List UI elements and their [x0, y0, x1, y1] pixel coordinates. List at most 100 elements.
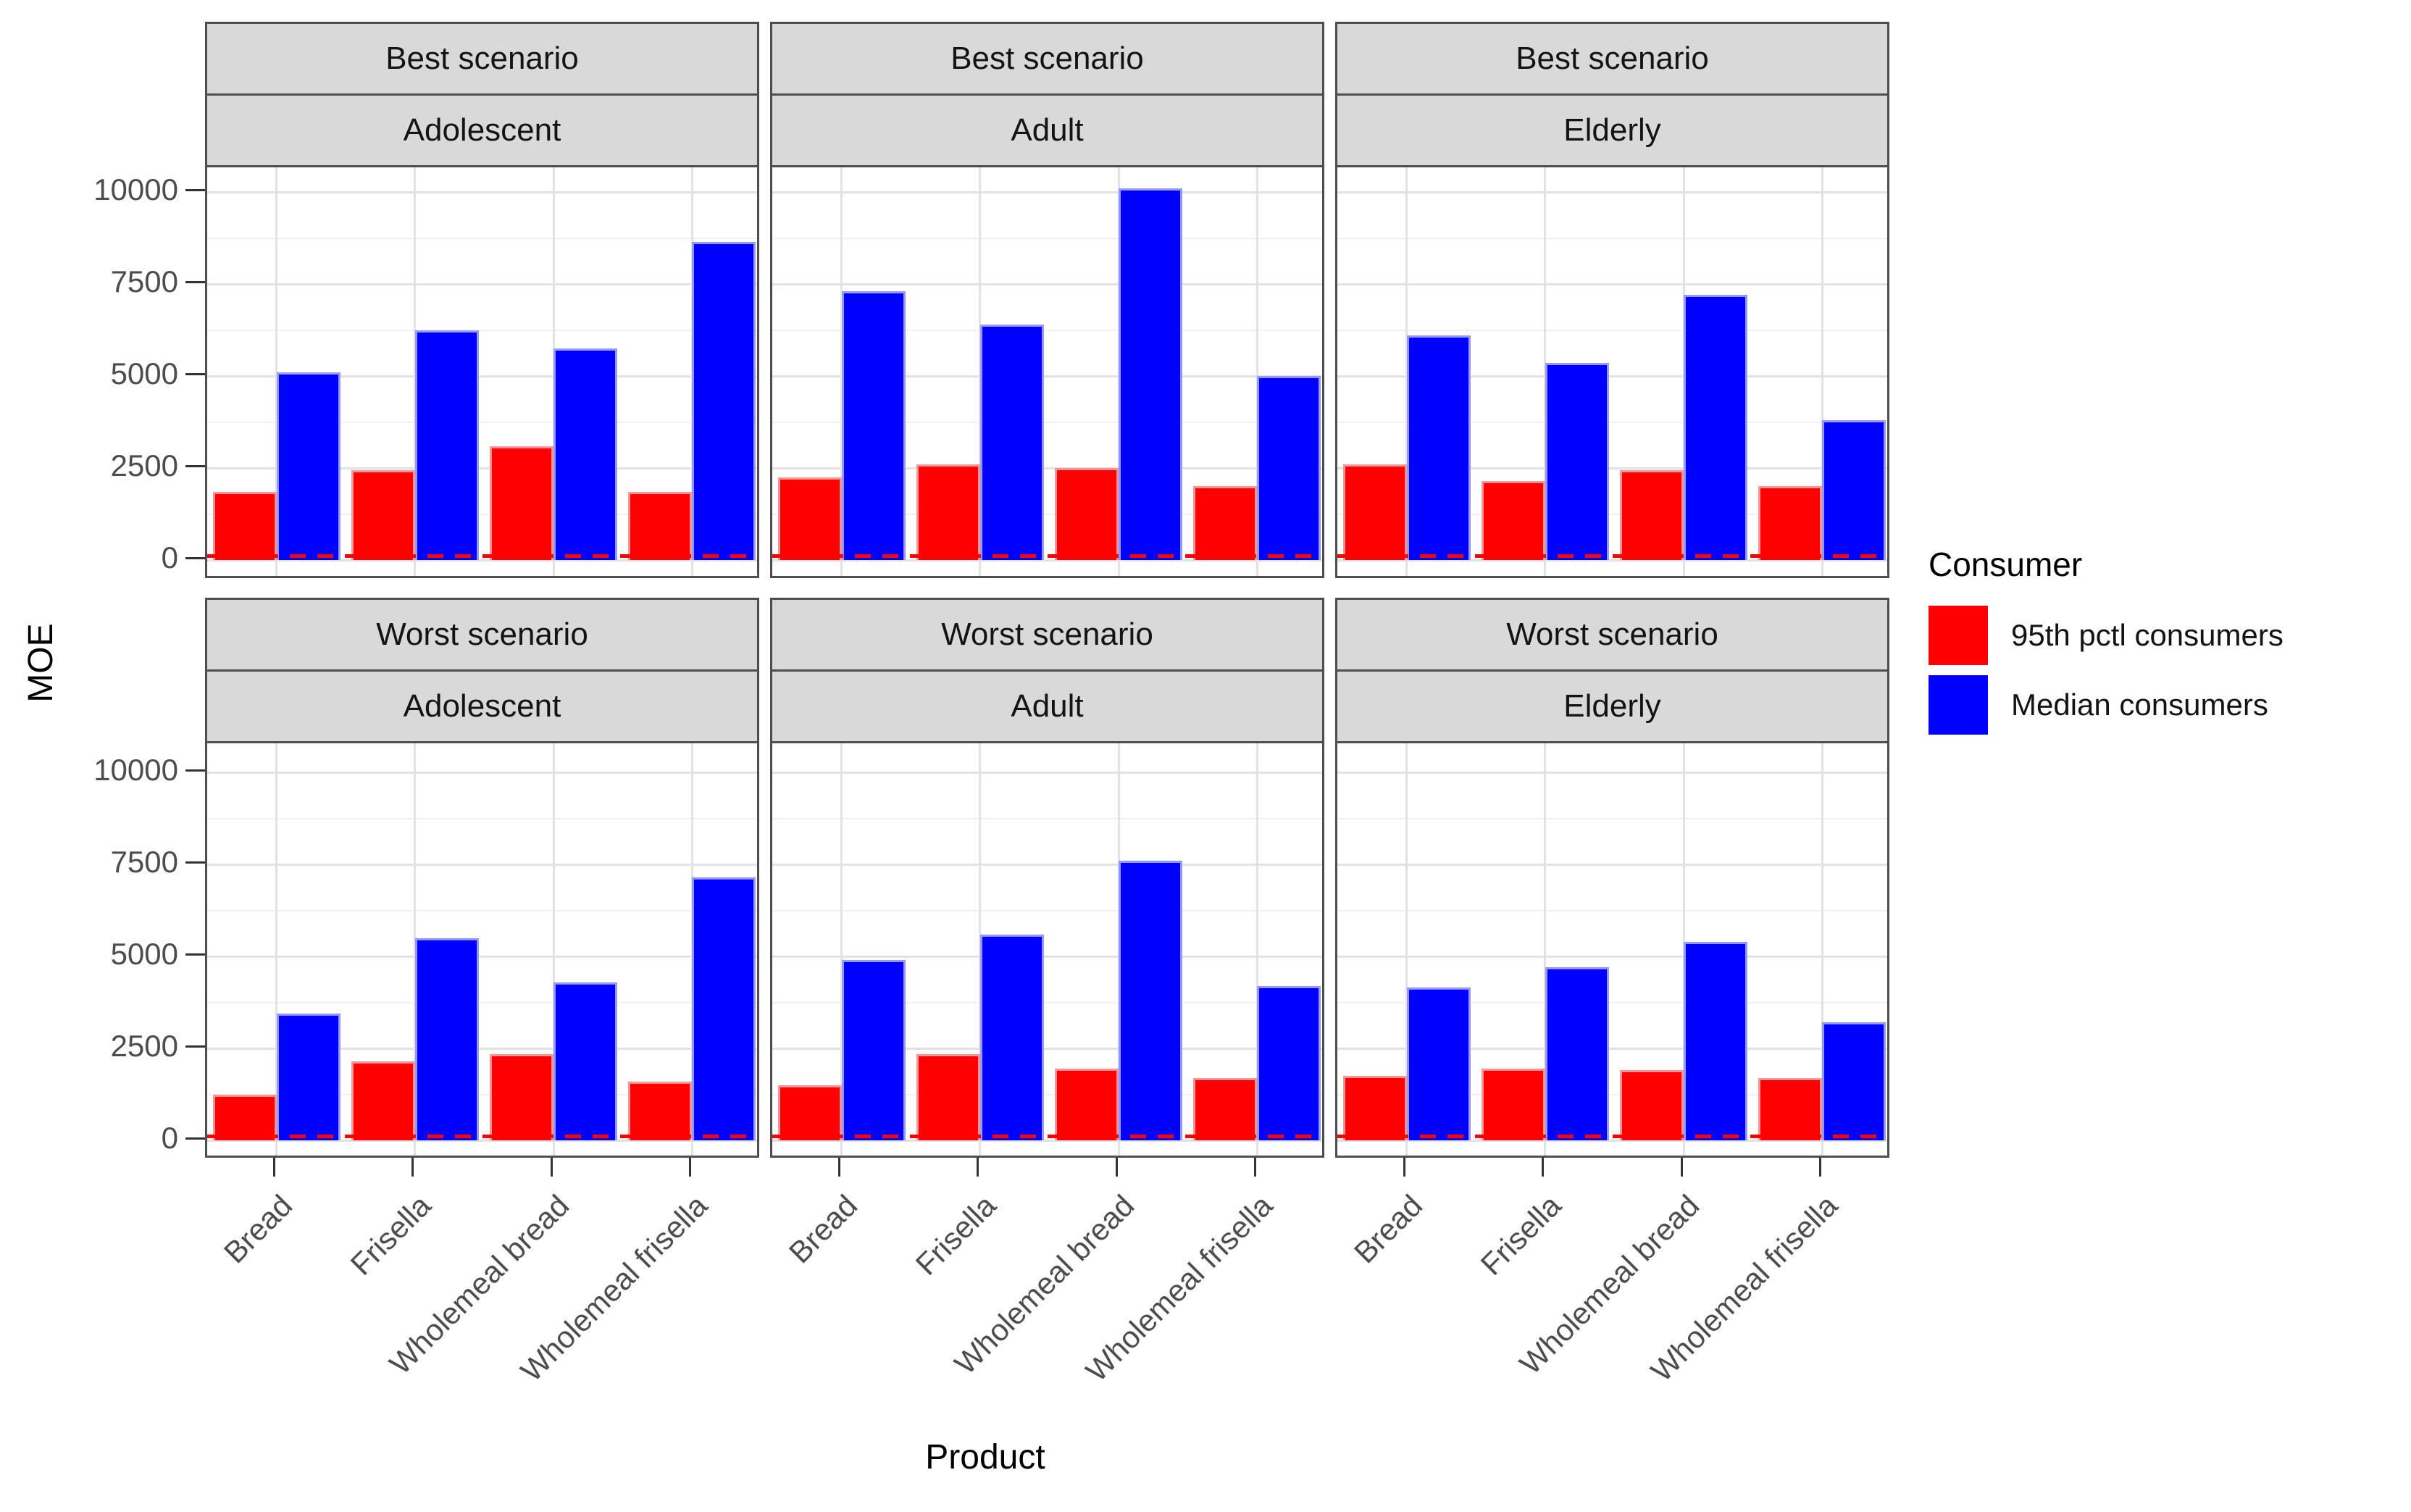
legend-title: Consumer [1929, 546, 2083, 583]
major-gridline [772, 1139, 1322, 1142]
x-axis-tick [1542, 1158, 1545, 1177]
x-axis-tick-label: Frisella [343, 1188, 438, 1282]
y-axis-tick-label: 2500 [110, 448, 178, 483]
bar-median-consumers [1119, 188, 1183, 560]
vertical-gridline [275, 167, 278, 576]
facet-strip-group: Adolescent [205, 93, 759, 167]
facet-strip-scenario: Worst scenario [770, 598, 1324, 672]
minor-gridline [772, 817, 1322, 819]
y-axis-tick-label: 10000 [93, 172, 178, 206]
y-axis-tick-label: 0 [161, 1121, 178, 1155]
facet-strip-scenario: Worst scenario [1335, 598, 1889, 672]
minor-gridline [1337, 237, 1887, 239]
reference-line [772, 1135, 1322, 1139]
facet-strip-group: Elderly [1335, 669, 1889, 743]
major-gridline [1337, 559, 1887, 561]
minor-gridline [207, 421, 757, 423]
y-axis-title: MOE [22, 623, 60, 703]
y-axis-tick [185, 464, 205, 467]
vertical-gridline [275, 743, 278, 1156]
major-gridline [1337, 1047, 1887, 1050]
bar-95th-pctl-consumers [628, 1081, 693, 1140]
x-axis-tick [411, 1158, 414, 1177]
x-axis-tick [550, 1158, 553, 1177]
minor-gridline [207, 513, 757, 515]
bar-95th-pctl-consumers [916, 1053, 980, 1140]
bar-median-consumers [1406, 335, 1471, 560]
minor-gridline [1337, 1001, 1887, 1003]
bar-95th-pctl-consumers [490, 446, 554, 560]
facet-strip-scenario: Best scenario [1335, 22, 1889, 96]
bar-median-consumers [1822, 419, 1886, 560]
vertical-gridline [1405, 743, 1408, 1156]
bar-median-consumers [979, 324, 1044, 560]
vertical-gridline [840, 743, 843, 1156]
legend-item-label: 95th pctl consumers [2011, 618, 2283, 652]
major-gridline [772, 863, 1322, 866]
major-gridline [207, 375, 757, 377]
y-axis-tick [185, 861, 205, 864]
bar-median-consumers [553, 982, 618, 1140]
minor-gridline [1337, 329, 1887, 331]
reference-line [1337, 1135, 1887, 1139]
bar-95th-pctl-consumers [1758, 486, 1823, 560]
bar-95th-pctl-consumers [351, 469, 415, 560]
panel [770, 165, 1324, 578]
major-gridline [772, 375, 1322, 377]
minor-gridline [207, 1001, 757, 1003]
major-gridline [772, 771, 1322, 774]
vertical-gridline [1544, 743, 1547, 1156]
x-axis-tick-label: Frisella [908, 1188, 1003, 1282]
minor-gridline [207, 909, 757, 911]
bar-median-consumers [1257, 376, 1321, 560]
minor-gridline [772, 421, 1322, 423]
vertical-gridline [1821, 743, 1823, 1156]
panel [1335, 741, 1889, 1158]
y-axis-tick-label: 5000 [110, 937, 178, 971]
y-axis-tick-label: 5000 [110, 356, 178, 390]
bar-95th-pctl-consumers [1758, 1077, 1823, 1140]
major-gridline [1337, 1139, 1887, 1142]
major-gridline [207, 863, 757, 866]
bar-median-consumers [276, 372, 340, 560]
bar-median-consumers [841, 960, 906, 1140]
bar-median-consumers [553, 348, 618, 560]
y-axis-tick [185, 280, 205, 283]
bar-95th-pctl-consumers [1055, 1068, 1119, 1140]
bar-median-consumers [1545, 967, 1609, 1140]
bar-95th-pctl-consumers [1481, 1068, 1545, 1140]
x-axis-tick [688, 1158, 691, 1177]
major-gridline [1337, 771, 1887, 774]
minor-gridline [772, 909, 1322, 911]
panel [205, 741, 759, 1158]
reference-line [772, 554, 1322, 559]
minor-gridline [772, 1001, 1322, 1003]
major-gridline [772, 955, 1322, 958]
y-axis-tick [185, 556, 205, 559]
legend-swatch-median [1929, 675, 1988, 735]
y-axis-tick [185, 953, 205, 956]
legend-item: Median consumers [1929, 675, 2283, 735]
x-axis-tick [1115, 1158, 1118, 1177]
bar-median-consumers [1684, 295, 1748, 560]
bar-median-consumers [1119, 860, 1183, 1140]
facet-strip-group: Elderly [1335, 93, 1889, 167]
bar-95th-pctl-consumers [777, 1085, 842, 1140]
major-gridline [207, 559, 757, 561]
major-gridline [207, 771, 757, 774]
major-gridline [1337, 191, 1887, 193]
major-gridline [772, 467, 1322, 469]
bar-median-consumers [979, 934, 1044, 1140]
bar-95th-pctl-consumers [1620, 1070, 1684, 1140]
legend: Consumer 95th pctl consumers Median cons… [1929, 545, 2283, 745]
x-axis-tick [1403, 1158, 1406, 1177]
x-axis-tick [273, 1158, 276, 1177]
minor-gridline [772, 513, 1322, 515]
bar-95th-pctl-consumers [212, 492, 277, 560]
minor-gridline [207, 329, 757, 331]
minor-gridline [207, 817, 757, 819]
legend-swatch-95th-pctl [1929, 606, 1988, 665]
facet-strip-scenario: Worst scenario [205, 598, 759, 672]
minor-gridline [772, 1093, 1322, 1095]
panel [1335, 165, 1889, 578]
